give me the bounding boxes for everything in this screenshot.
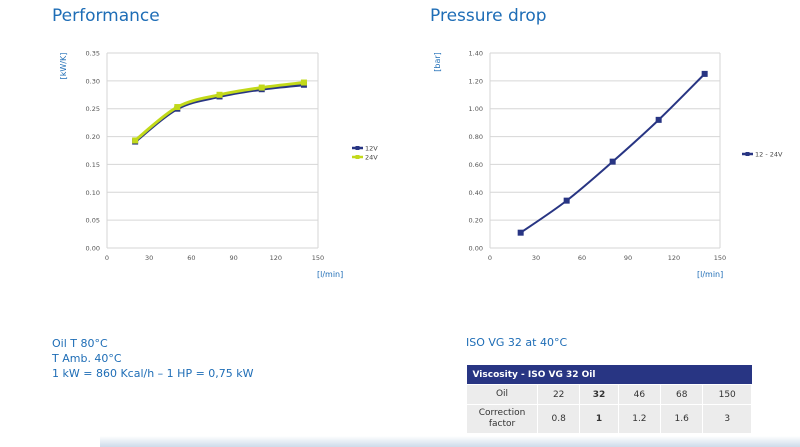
- y-axis-label: [kW/K]: [59, 53, 68, 80]
- oil-temperature-text: Oil T 80°C: [52, 337, 108, 350]
- y-tick-label: 0.20: [86, 133, 100, 141]
- y-tick-label: 0.05: [86, 217, 100, 225]
- x-axis-label: [l/min]: [697, 270, 723, 279]
- legend-marker: [355, 155, 360, 159]
- x-tick-label: 120: [668, 254, 680, 262]
- pressure-drop-title: Pressure drop: [430, 6, 547, 26]
- viscosity-table-header: Viscosity - ISO VG 32 Oil: [466, 365, 752, 385]
- table-cell: 3: [702, 404, 752, 434]
- x-tick-label: 90: [624, 254, 632, 262]
- unit-conversion-text: 1 kW = 860 Kcal/h – 1 HP = 0,75 kW: [52, 367, 254, 380]
- data-point: [701, 70, 708, 77]
- data-point: [258, 84, 265, 91]
- y-tick-label: 0.30: [86, 77, 100, 85]
- pressure-drop-chart: 0.00 0.20 0.40 0.60 0.80 1.00 1.20 1.40 0 30 60 90 1…: [433, 50, 783, 280]
- x-tick-label: 150: [312, 254, 324, 262]
- data-point: [300, 79, 307, 86]
- x-tick-label: 90: [229, 254, 237, 262]
- table-cell: 1.6: [660, 404, 704, 434]
- table-cell: 68: [660, 384, 704, 405]
- x-tick-label: 0: [105, 254, 109, 262]
- x-tick-label: 30: [532, 254, 540, 262]
- data-point: [216, 91, 223, 98]
- data-point: [563, 197, 570, 204]
- legend-marker: [355, 146, 360, 150]
- correction-label-line2: factor: [488, 419, 516, 429]
- legend-label: 12 - 24V: [755, 151, 783, 159]
- legend-label: 12V: [365, 145, 378, 153]
- table-row: Oil 22 32 46 68 150: [466, 384, 752, 405]
- x-tick-label: 60: [578, 254, 586, 262]
- x-tick-label: 150: [714, 254, 726, 262]
- y-axis-label: [bar]: [433, 52, 442, 72]
- table-row: Correction factor 0.8 1 1.2 1.6 3: [466, 404, 752, 434]
- series-line-12-24v: [520, 73, 706, 234]
- viscosity-table: Viscosity - ISO VG 32 Oil Oil 22 32 46 6…: [466, 365, 752, 434]
- table-cell: 22: [536, 384, 581, 405]
- table-cell-highlighted: 32: [579, 384, 619, 405]
- table-cell: 1.2: [617, 404, 662, 434]
- y-tick-label: 0.00: [469, 245, 483, 253]
- x-tick-label: 60: [187, 254, 195, 262]
- y-tick-label: 0.25: [86, 105, 100, 113]
- data-point: [132, 137, 139, 144]
- y-tick-label: 0.80: [469, 133, 483, 141]
- data-point: [517, 229, 524, 236]
- data-point: [174, 104, 181, 111]
- data-point: [655, 116, 662, 123]
- correction-factor-label: Correction factor: [466, 404, 538, 434]
- y-tick-label: 1.40: [469, 50, 483, 58]
- legend-label: 24V: [365, 154, 378, 162]
- bottom-shadow: [100, 436, 800, 447]
- table-cell: 0.8: [536, 404, 581, 434]
- x-tick-label: 0: [488, 254, 492, 262]
- y-tick-label: 1.20: [469, 77, 483, 85]
- table-cell-highlighted: 1: [579, 404, 619, 434]
- y-tick-label: 1.00: [469, 105, 483, 113]
- ambient-temperature-text: T Amb. 40°C: [52, 352, 122, 365]
- y-tick-label: 0.60: [469, 161, 483, 169]
- table-cell: 46: [617, 384, 662, 405]
- y-tick-label: 0.15: [86, 161, 100, 169]
- correction-label-line1: Correction: [478, 408, 526, 418]
- y-tick-label: 0.20: [469, 217, 483, 225]
- performance-title: Performance: [52, 6, 160, 26]
- performance-conditions: Oil T 80°C T Amb. 40°C 1 kW = 860 Kcal/h…: [52, 336, 254, 381]
- y-tick-label: 0.35: [86, 50, 100, 58]
- legend-marker: [745, 152, 750, 156]
- table-cell: 150: [702, 384, 752, 405]
- oil-row-label: Oil: [466, 384, 538, 405]
- y-tick-label: 0.00: [86, 245, 100, 253]
- viscosity-caption: ISO VG 32 at 40°C: [466, 336, 568, 349]
- y-tick-label: 0.10: [86, 189, 100, 197]
- x-tick-label: 120: [270, 254, 282, 262]
- data-point: [609, 158, 616, 165]
- y-tick-label: 0.40: [469, 189, 483, 197]
- x-axis-label: [l/min]: [317, 270, 343, 279]
- performance-chart: 0.00 0.05 0.10 0.15 0.20 0.25 0.30 0.35 0 30 60 90 1…: [59, 50, 378, 280]
- x-tick-label: 30: [145, 254, 153, 262]
